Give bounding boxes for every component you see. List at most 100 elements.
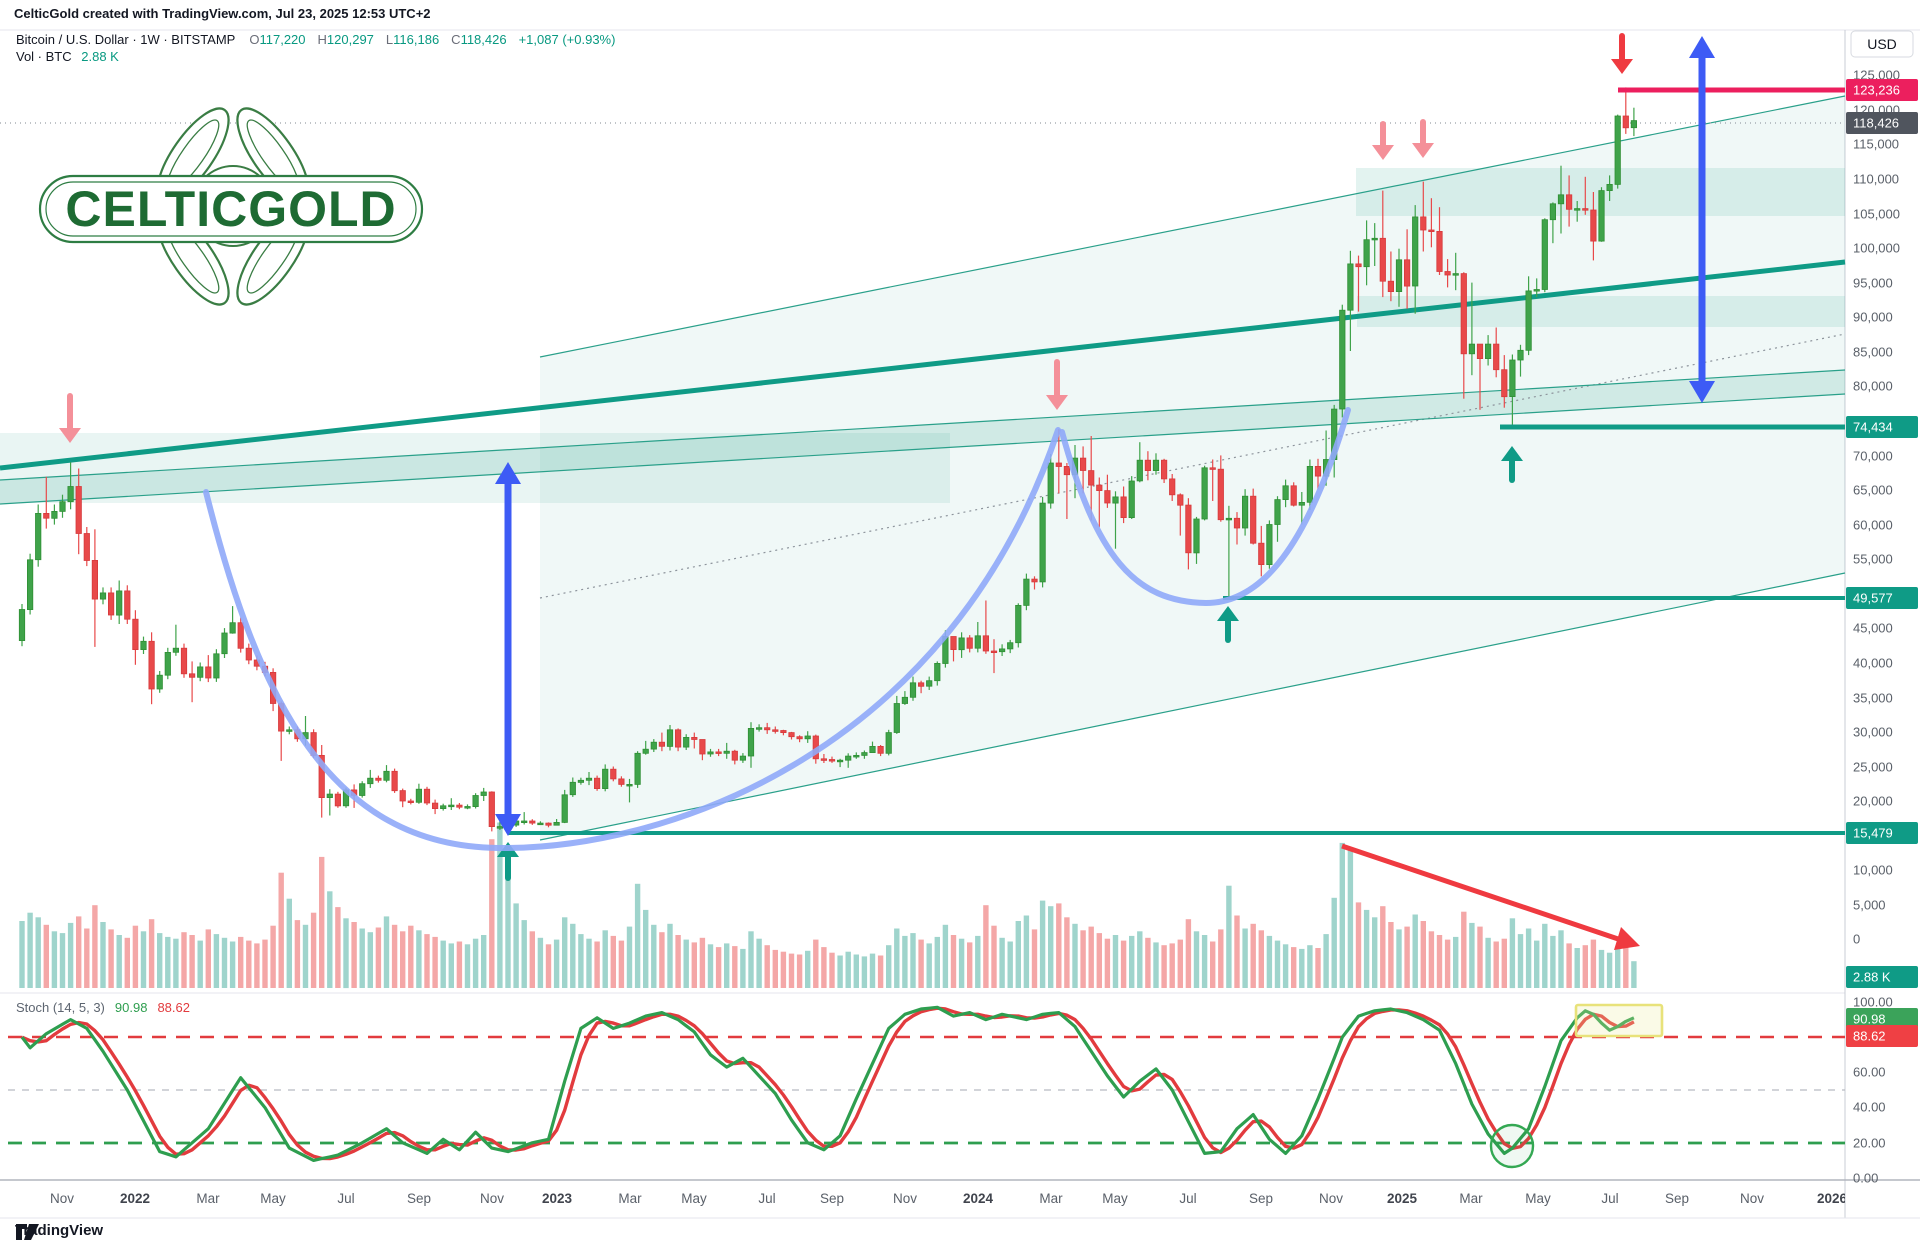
candle-body (796, 736, 803, 740)
volume-bar (448, 943, 454, 988)
volume-bar (408, 925, 414, 988)
candle-body (1274, 499, 1281, 525)
candle-body (448, 804, 455, 808)
volume-bar (926, 943, 932, 988)
candle-body (853, 755, 860, 758)
volume-bar (1469, 922, 1475, 988)
volume-bar (1218, 929, 1224, 988)
candle-body (1258, 542, 1265, 566)
volume-bar (351, 922, 357, 988)
volume-bar (1242, 928, 1248, 988)
candle-body (59, 501, 66, 512)
symbol-row: Bitcoin / U.S. Dollar · 1W · BITSTAMP O1… (16, 32, 615, 47)
volume-bar (942, 924, 949, 988)
volume-bar (910, 933, 916, 988)
candle-body (577, 779, 585, 783)
volume-bar (1185, 919, 1192, 988)
candle-body (837, 759, 844, 763)
time-tick-label: 2023 (542, 1191, 573, 1206)
axis-tag-value: 118,426 (1853, 116, 1899, 131)
candle-body (861, 752, 868, 756)
volume-bar (521, 920, 527, 988)
volume-bar (124, 937, 130, 988)
candle-body (553, 822, 560, 826)
volume-bar (1566, 943, 1572, 988)
volume-bar (262, 939, 268, 988)
candle-body (1614, 115, 1621, 185)
candle-body (1161, 459, 1168, 480)
price-tick-label: 125,000 (1853, 68, 1900, 83)
volume-trend-arrow-head (1614, 927, 1640, 950)
price-tick-label: 25,000 (1853, 760, 1893, 775)
time-tick-label: 2025 (1387, 1191, 1418, 1206)
volume-bar (853, 954, 859, 988)
volume-bar (1372, 917, 1378, 988)
axis-tag (1846, 1008, 1918, 1030)
trend-line (0, 369, 1846, 481)
candle-body (245, 647, 252, 661)
candle-body (140, 640, 147, 650)
candle-body (909, 682, 917, 698)
price-tick-label: 90,000 (1853, 310, 1893, 325)
price-tick-label: 35,000 (1853, 691, 1893, 706)
candle-body (407, 800, 414, 804)
candle-body (197, 666, 204, 678)
trend-line (539, 572, 1846, 841)
axis-tag-value: 15,479 (1853, 826, 1893, 841)
candle-body (1088, 470, 1095, 486)
volume-bar (254, 943, 260, 988)
currency-box[interactable]: USD (1850, 30, 1914, 58)
volume-bar (302, 924, 309, 988)
volume-bar (35, 917, 41, 988)
currency-label: USD (1867, 36, 1897, 52)
candle-body (1412, 216, 1419, 287)
volume-bar (181, 932, 187, 988)
volume-bar (1177, 939, 1183, 988)
tradingview-logo-icon[interactable] (15, 1222, 41, 1242)
volume-bar (1574, 948, 1580, 988)
trend-channel (0, 95, 1846, 841)
volume-bar (1477, 926, 1483, 988)
volume-bar (877, 955, 884, 988)
volume-bar (132, 925, 139, 988)
volume-bar (1315, 948, 1321, 988)
candle-body (51, 510, 58, 519)
candle-body (456, 804, 463, 808)
volume-bar (772, 949, 778, 988)
candle-body (1606, 183, 1613, 191)
candle-body (99, 592, 107, 600)
candle-body (1282, 485, 1289, 500)
volume-bar (1210, 941, 1216, 988)
volume-bar (1282, 944, 1289, 988)
candle-body (1444, 271, 1451, 276)
axis-price-tags: 123,236 118,426 74,434 49,577 15,479 2.88 K 90… (1846, 79, 1918, 1047)
candle-body (918, 682, 925, 687)
price-tick-label: 80,000 (1853, 379, 1893, 394)
time-tick-label: Nov (1319, 1191, 1343, 1206)
volume-bar (1201, 935, 1208, 988)
volume-bar (1339, 842, 1345, 988)
candle-body (1549, 203, 1556, 221)
volume-label[interactable]: Vol · BTC (16, 49, 72, 64)
candle-body (1169, 478, 1176, 496)
stoch-label[interactable]: Stoch (14, 5, 3) (16, 1000, 105, 1015)
volume-bar (780, 951, 787, 988)
volume-bar (707, 944, 714, 988)
volume-bar (691, 942, 697, 988)
stoch-tick-label: 0.00 (1853, 1171, 1878, 1186)
symbol-title[interactable]: Bitcoin / U.S. Dollar · 1W · BITSTAMP (16, 32, 236, 47)
candle-body (561, 794, 568, 823)
volume-bar (537, 937, 544, 988)
volume-bar (1323, 934, 1329, 988)
volume-bar (1120, 940, 1127, 988)
volume-bar (553, 939, 560, 988)
price-tick-label: 10,000 (1853, 863, 1893, 878)
volume-bar (108, 929, 114, 988)
stoch-tick-label: 40.00 (1853, 1100, 1886, 1115)
volume-bar (1096, 933, 1102, 988)
candle-body (772, 729, 779, 732)
stochastic-pane[interactable] (8, 1003, 1845, 1169)
analyst-drawings[interactable] (59, 33, 1845, 950)
candle-body (1096, 484, 1103, 492)
